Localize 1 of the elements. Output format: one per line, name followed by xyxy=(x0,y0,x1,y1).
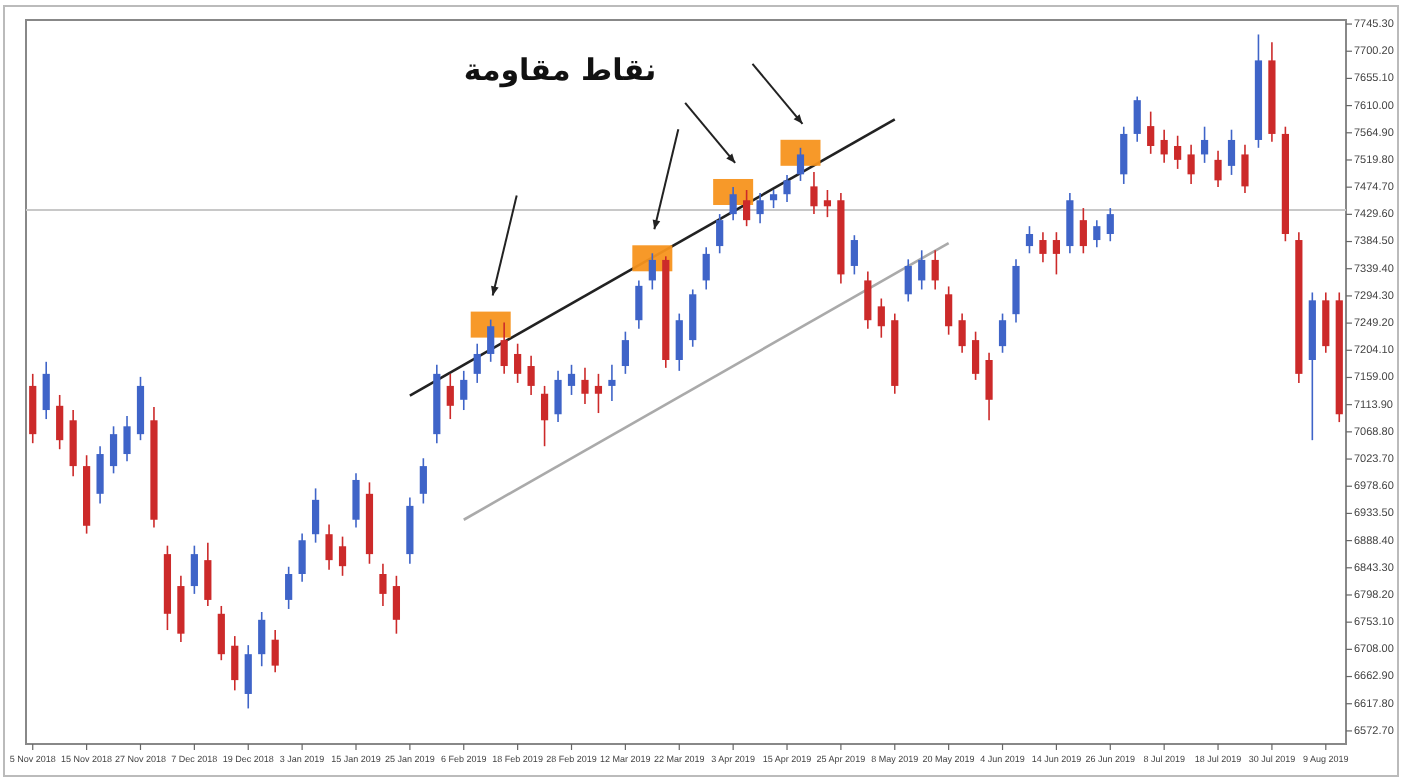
annotation: نقاط مقاومة xyxy=(463,52,657,88)
